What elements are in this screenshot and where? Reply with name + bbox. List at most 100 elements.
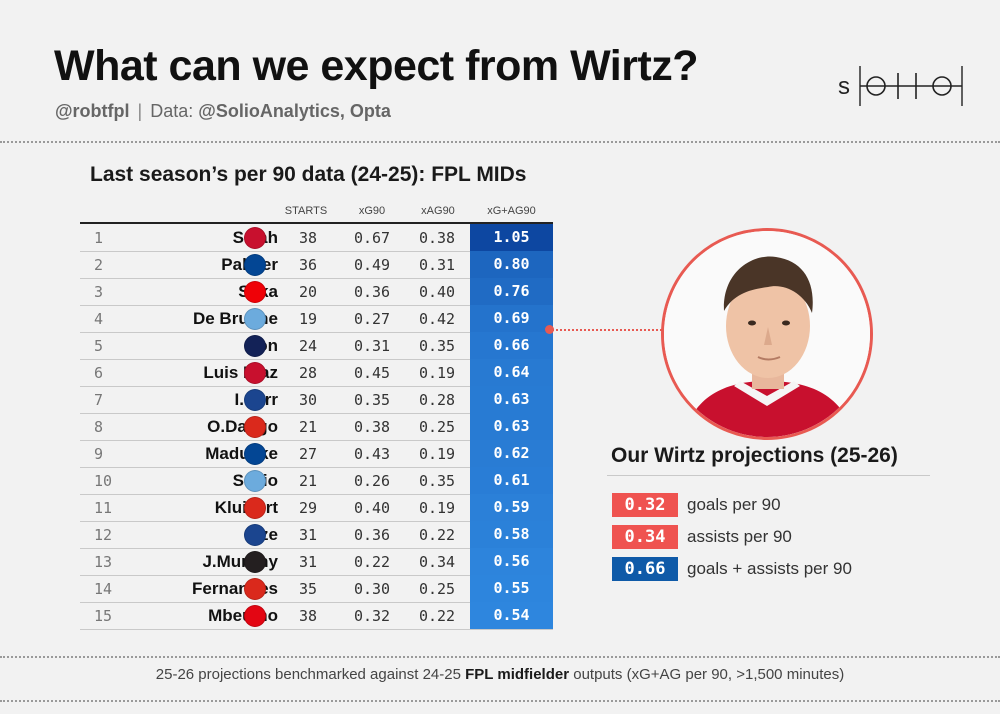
bottom-divider: [0, 656, 1000, 658]
row-xgag90: 0.66: [470, 332, 553, 359]
svg-text:s: s: [838, 73, 850, 100]
club-badge-icon: [244, 389, 266, 411]
table-row: 10Sávio210.260.350.61: [80, 467, 553, 495]
row-xg90: 0.22: [353, 553, 391, 571]
row-xgag90: 0.61: [470, 467, 553, 494]
row-xag90: 0.25: [418, 580, 456, 598]
table-row: 4 De Bruyne 19 0.27 0.42 0.69: [80, 305, 553, 333]
row-xgag90: 0.59: [470, 494, 553, 521]
club-badge-icon: [244, 335, 266, 357]
row-rank: 11: [94, 499, 113, 517]
page-title: What can we expect from Wirtz?: [54, 42, 699, 90]
club-badge-icon: [244, 605, 266, 627]
table-row: 7I.Sarr300.350.280.63: [80, 386, 553, 414]
row-starts: 30: [298, 391, 318, 409]
subtitle: @robtfpl | Data: @SolioAnalytics, Opta: [55, 101, 391, 122]
table-row: 13 J.Murphy 31 0.22 0.34 0.56: [80, 548, 553, 576]
row-xag90: 0.22: [418, 607, 456, 625]
row-xg90: 0.32: [353, 607, 391, 625]
row-xag90: 0.35: [418, 472, 456, 490]
row-xag90: 0.42: [418, 310, 456, 328]
col-header-xgag90: xG+AG90: [487, 205, 536, 217]
row-starts: 27: [298, 445, 318, 463]
top-divider: [0, 141, 1000, 143]
club-badge-icon: [244, 281, 266, 303]
col-header-xg90: xG90: [358, 205, 386, 217]
solio-logo-mark: s: [838, 66, 963, 106]
row-xgag90: 0.55: [470, 575, 553, 602]
club-badge-icon: [244, 254, 266, 276]
club-badge-icon: [244, 551, 266, 573]
connector-dot: [545, 325, 554, 334]
row-xg90: 0.36: [353, 283, 391, 301]
row-xag90: 0.25: [418, 418, 456, 436]
row-xgag90: 0.69: [470, 305, 553, 332]
row-rank: 3: [94, 283, 104, 301]
table-row: 5Son240.310.350.66: [80, 332, 553, 360]
table-row: 8 O.Dango 21 0.38 0.25 0.63: [80, 413, 553, 441]
club-badge-icon: [244, 497, 266, 519]
row-xg90: 0.30: [353, 580, 391, 598]
footer-post: outputs (xG+AG per 90, >1,500 minutes): [569, 666, 845, 683]
row-xag90: 0.28: [418, 391, 456, 409]
row-starts: 38: [298, 607, 318, 625]
row-starts: 31: [298, 553, 318, 571]
row-xag90: 0.19: [418, 499, 456, 517]
row-xg90: 0.49: [353, 256, 391, 274]
row-xag90: 0.34: [418, 553, 456, 571]
row-rank: 4: [94, 310, 104, 328]
table-row: 11Kluivert290.400.190.59: [80, 494, 553, 522]
row-xg90: 0.67: [353, 229, 391, 247]
row-starts: 31: [298, 526, 318, 544]
row-xg90: 0.45: [353, 364, 391, 382]
row-rank: 10: [94, 472, 113, 490]
row-starts: 24: [298, 337, 318, 355]
row-rank: 1: [94, 229, 104, 247]
solio-logo: s: [838, 62, 966, 110]
row-rank: 14: [94, 580, 113, 598]
row-starts: 38: [298, 229, 318, 247]
col-header-starts: STARTS: [284, 205, 328, 217]
club-badge-icon: [244, 308, 266, 330]
projection-assists-value: 0.34: [612, 525, 678, 549]
row-xag90: 0.38: [418, 229, 456, 247]
footer-pre: 25-26 projections benchmarked against 24…: [155, 666, 466, 683]
row-rank: 8: [94, 418, 104, 436]
club-badge-icon: [244, 578, 266, 600]
projection-goals-assists-value: 0.66: [612, 557, 678, 581]
row-xag90: 0.40: [418, 283, 456, 301]
footer-note: 25-26 projections benchmarked against 24…: [0, 666, 1000, 683]
row-starts: 20: [298, 283, 318, 301]
subtitle-separator: |: [137, 101, 143, 121]
row-starts: 19: [298, 310, 318, 328]
club-badge-icon: [244, 362, 266, 384]
row-starts: 21: [298, 418, 318, 436]
row-xgag90: 0.62: [470, 440, 553, 467]
row-rank: 6: [94, 364, 104, 382]
row-rank: 5: [94, 337, 104, 355]
row-xgag90: 0.58: [470, 521, 553, 548]
row-xg90: 0.27: [353, 310, 391, 328]
row-xag90: 0.31: [418, 256, 456, 274]
projection-goals-assists-label: goals + assists per 90: [687, 559, 852, 578]
author-handle: @robtfpl: [55, 101, 130, 121]
row-xag90: 0.19: [418, 445, 456, 463]
club-badge-icon: [244, 227, 266, 249]
row-rank: 12: [94, 526, 113, 544]
table-row: 3Saka200.360.400.76: [80, 278, 553, 306]
row-xgag90: 0.63: [470, 386, 553, 413]
row-xgag90: 0.54: [470, 602, 553, 629]
data-sources: @SolioAnalytics, Opta: [198, 101, 391, 121]
row-xgag90: 0.56: [470, 548, 553, 575]
row-rank: 13: [94, 553, 113, 571]
projection-goals-value: 0.32: [612, 493, 678, 517]
table-header-rule: [80, 222, 553, 224]
portrait-illustration: [664, 231, 870, 437]
row-xag90: 0.19: [418, 364, 456, 382]
projection-title-rule: [607, 475, 930, 476]
club-badge-icon: [244, 416, 266, 438]
projection-title: Our Wirtz projections (25-26): [611, 444, 898, 467]
row-xg90: 0.43: [353, 445, 391, 463]
table-row: 9 Madueke 27 0.43 0.19 0.62: [80, 440, 553, 468]
table-row: 1Salah380.670.381.05: [80, 224, 553, 252]
